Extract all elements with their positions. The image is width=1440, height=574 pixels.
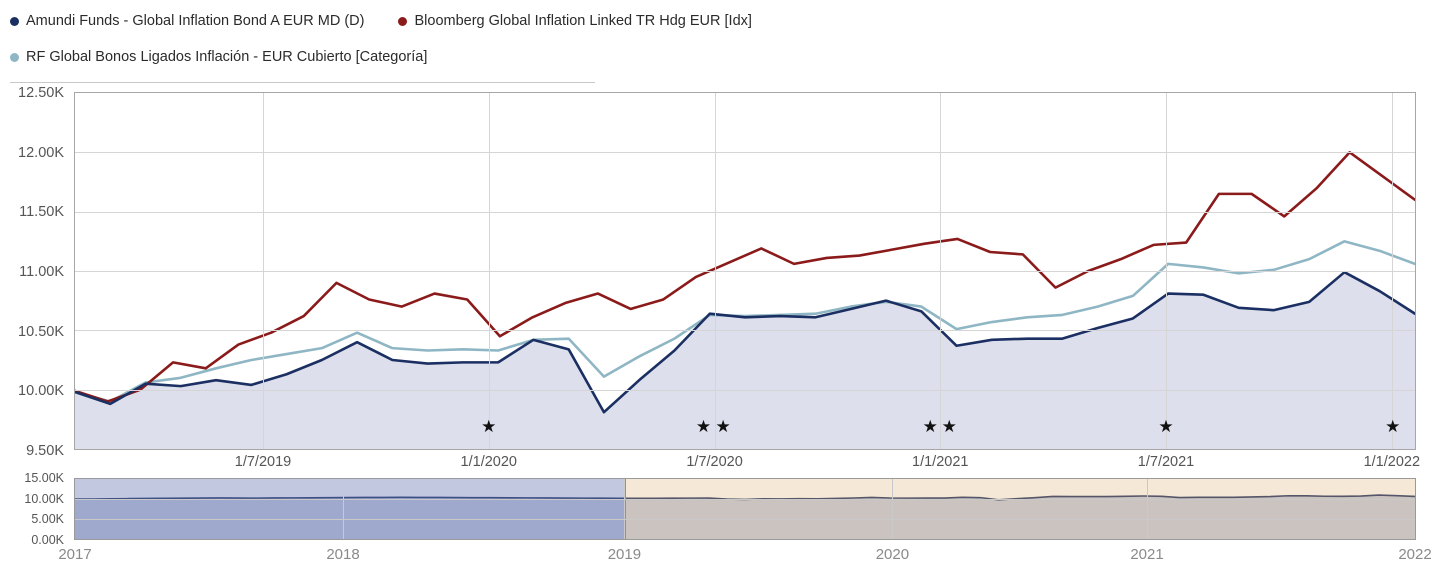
horizontal-gridline: [75, 211, 1415, 213]
event-star-icon[interactable]: ★: [922, 417, 938, 436]
legend-item-category[interactable]: RF Global Bonos Ligados Inflación - EUR …: [10, 50, 427, 65]
navigator-x-tick-label: 2021: [1130, 546, 1164, 563]
x-axis-tick-label: 1/1/2020: [460, 454, 518, 470]
navigator-vertical-gridline: [1147, 479, 1148, 539]
navigator-vertical-gridline: [343, 479, 344, 539]
y-axis-tick-label: 11.00K: [19, 264, 64, 280]
navigator-selection[interactable]: [624, 479, 1415, 539]
legend-divider: [10, 82, 595, 83]
legend-item-benchmark[interactable]: Bloomberg Global Inflation Linked TR Hdg…: [398, 13, 752, 29]
x-axis-tick-label: 1/1/2021: [912, 454, 969, 470]
legend-item-fund[interactable]: Amundi Funds - Global Inflation Bond A E…: [10, 14, 364, 29]
legend-row-1: Amundi Funds - Global Inflation Bond A E…: [10, 14, 786, 29]
x-axis-labels: 1/7/2019 1/1/2020 1/7/2020 1/1/2021 1/7/2021…: [0, 450, 1440, 476]
event-star-icon[interactable]: ★: [1158, 417, 1174, 436]
navigator-vertical-gridline: [624, 479, 626, 539]
chart-legend: Amundi Funds - Global Inflation Bond A E…: [0, 0, 1440, 83]
navigator-x-tick-label: 2018: [326, 546, 360, 563]
y-axis-tick-label: 11.50K: [19, 204, 64, 221]
horizontal-gridline: [75, 152, 1415, 154]
x-axis-tick-label: 1/7/2020: [686, 454, 743, 470]
horizontal-gridline: [75, 389, 1415, 391]
horizontal-gridline: [75, 330, 1415, 332]
y-axis-tick-label: 10.00K: [18, 383, 64, 400]
y-axis-tick-label: 10.50K: [18, 323, 64, 340]
navigator-x-tick-label: 2022: [1398, 546, 1432, 563]
event-star-icon[interactable]: ★: [481, 417, 497, 436]
legend-label-fund: Amundi Funds - Global Inflation Bond A E…: [26, 13, 365, 29]
legend-label-category: RF Global Bonos Ligados Inflación - EUR …: [26, 49, 428, 65]
x-axis-tick-label: 1/1/2022: [1363, 454, 1421, 470]
series-canvas: [75, 93, 1415, 449]
navigator-y-tick-label: 0.00K: [31, 533, 64, 547]
navigator-plot[interactable]: [74, 478, 1416, 540]
navigator-gridline: [75, 499, 1415, 500]
main-chart: 12.50K 12.00K 11.50K 11.00K 10.50K 10.00K 9.50…: [0, 85, 1440, 459]
range-navigator[interactable]: 15.00K 10.00K 5.00K 0.00K 2017 2018 2019 2020 2…: [0, 471, 1440, 574]
event-star-icon[interactable]: ★: [941, 417, 957, 436]
series-line: [75, 152, 1415, 401]
navigator-y-tick-label: 15.00K: [24, 471, 64, 485]
event-star-icon[interactable]: ★: [715, 417, 731, 436]
vertical-gridline: [714, 93, 716, 449]
vertical-gridline: [940, 93, 942, 449]
event-star-icon[interactable]: ★: [1385, 417, 1401, 436]
navigator-mask-left: [75, 479, 625, 539]
legend-row-2: RF Global Bonos Ligados Inflación - EUR …: [10, 50, 461, 65]
series-line: [75, 272, 1415, 412]
y-axis-tick-label: 9.50K: [26, 443, 64, 459]
navigator-x-tick-label: 2019: [607, 546, 642, 563]
navigator-x-tick-label: 2020: [875, 546, 910, 563]
legend-label-benchmark: Bloomberg Global Inflation Linked TR Hdg…: [414, 13, 752, 29]
navigator-y-tick-label: 10.00K: [24, 491, 64, 506]
vertical-gridline: [1391, 93, 1393, 449]
vertical-gridline: [488, 93, 490, 449]
navigator-y-labels: 15.00K 10.00K 5.00K 0.00K: [0, 471, 70, 547]
navigator-y-tick-label: 5.00K: [31, 512, 64, 527]
legend-dot-icon: [10, 16, 19, 26]
plot-area[interactable]: [74, 92, 1416, 450]
y-axis-tick-label: 12.50K: [18, 85, 64, 101]
navigator-vertical-gridline: [892, 479, 894, 539]
y-axis-labels: 12.50K 12.00K 11.50K 11.00K 10.50K 10.00K 9.50…: [0, 85, 70, 459]
series-area-fill: [75, 272, 1415, 449]
navigator-area-fill: [75, 495, 1415, 539]
event-star-icon[interactable]: ★: [695, 417, 712, 436]
navigator-x-labels: 2017 2018 2019 2020 2021 2022: [0, 542, 1440, 568]
legend-dot-icon: [398, 16, 408, 26]
y-axis-tick-label: 12.00K: [18, 144, 64, 161]
navigator-x-tick-label: 2017: [58, 546, 92, 563]
navigator-gridline: [75, 519, 1415, 520]
vertical-gridline: [263, 93, 264, 449]
legend-dot-icon: [10, 52, 19, 62]
x-axis-tick-label: 1/7/2021: [1137, 454, 1195, 470]
navigator-handle-left[interactable]: [624, 479, 627, 539]
vertical-gridline: [1166, 93, 1168, 449]
horizontal-gridline: [75, 271, 1415, 272]
x-axis-tick-label: 1/7/2019: [234, 454, 292, 470]
